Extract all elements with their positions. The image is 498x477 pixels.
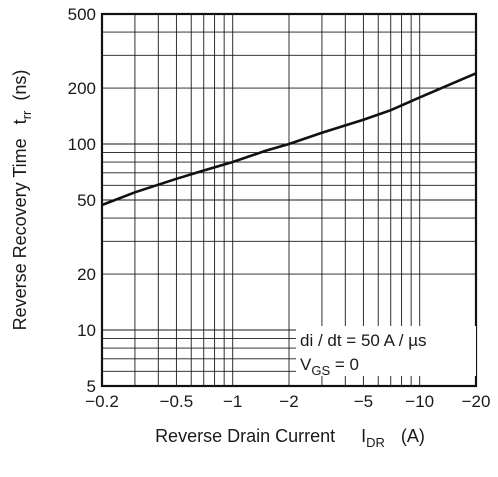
x-axis-unit: (A): [401, 426, 425, 446]
x-tick-label: −5: [354, 392, 373, 411]
grid: [102, 14, 476, 386]
vgs-subscript: GS: [311, 363, 330, 378]
y-tick-label: 500: [68, 5, 96, 24]
annotation-didt: di / dt = 50 A / µs: [300, 331, 427, 350]
y-tick-label: 200: [68, 79, 96, 98]
x-axis-title: Reverse Drain Current IDR (A): [155, 426, 425, 450]
x-tick-label: −0.2: [85, 392, 119, 411]
recovery-time-curve: [101, 72, 477, 207]
annotation-background: [296, 326, 476, 376]
y-axis-label: Reverse Recovery Time: [10, 138, 30, 330]
series-layer: [101, 72, 477, 207]
x-tick-label: −0.5: [160, 392, 194, 411]
vgs-symbol: V: [300, 355, 312, 374]
x-tick-label: −10: [405, 392, 434, 411]
x-axis-label: Reverse Drain Current: [155, 426, 335, 446]
x-tick-label: −2: [279, 392, 298, 411]
x-axis-subscript: DR: [366, 435, 385, 450]
x-tick-label: −1: [223, 392, 242, 411]
y-tick-label: 100: [68, 135, 96, 154]
y-tick-label: 5: [87, 377, 96, 396]
vgs-value: = 0: [330, 355, 359, 374]
y-axis-title: Reverse Recovery Time trr (ns): [10, 70, 34, 331]
annotation-vgs: VGS = 0: [300, 355, 359, 378]
annotation-box: di / dt = 50 A / µs VGS = 0: [296, 326, 476, 378]
y-axis-symbol: t: [10, 119, 30, 124]
y-tick-label: 20: [77, 265, 96, 284]
tick-labels: −0.2 −0.5 −1 −2 −5 −10 −20 5 10 20 50 100 200 500: [68, 5, 491, 411]
y-tick-label: 10: [77, 321, 96, 340]
y-axis-subscript: rr: [19, 110, 34, 119]
x-tick-label: −20: [462, 392, 491, 411]
y-tick-label: 50: [77, 191, 96, 210]
y-axis-unit: (ns): [10, 70, 30, 101]
plot-frame: [100, 12, 478, 388]
x-axis-symbol: I: [361, 426, 366, 446]
